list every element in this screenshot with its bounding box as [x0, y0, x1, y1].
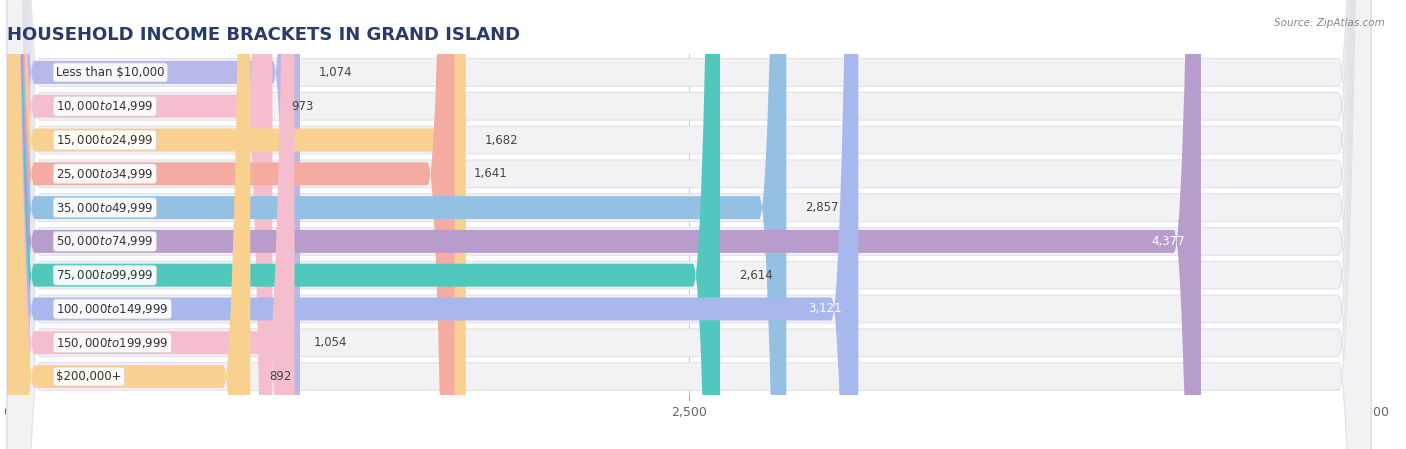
Text: $15,000 to $24,999: $15,000 to $24,999 [56, 133, 153, 147]
FancyBboxPatch shape [7, 0, 1371, 449]
Text: 1,074: 1,074 [319, 66, 353, 79]
FancyBboxPatch shape [7, 0, 250, 449]
Text: 1,641: 1,641 [474, 167, 508, 180]
FancyBboxPatch shape [7, 0, 1371, 449]
Text: $150,000 to $199,999: $150,000 to $199,999 [56, 336, 169, 350]
Text: 2,857: 2,857 [806, 201, 839, 214]
Text: $50,000 to $74,999: $50,000 to $74,999 [56, 234, 153, 248]
FancyBboxPatch shape [7, 0, 1371, 449]
FancyBboxPatch shape [7, 0, 299, 449]
FancyBboxPatch shape [7, 0, 1371, 449]
FancyBboxPatch shape [7, 0, 465, 449]
FancyBboxPatch shape [7, 0, 1371, 449]
FancyBboxPatch shape [7, 0, 1371, 449]
Text: Source: ZipAtlas.com: Source: ZipAtlas.com [1274, 18, 1385, 28]
FancyBboxPatch shape [7, 0, 1371, 449]
FancyBboxPatch shape [7, 0, 1371, 449]
FancyBboxPatch shape [7, 0, 294, 449]
FancyBboxPatch shape [7, 0, 858, 449]
Text: 2,614: 2,614 [740, 269, 773, 282]
Text: 3,121: 3,121 [808, 303, 842, 316]
FancyBboxPatch shape [7, 0, 1371, 449]
Text: HOUSEHOLD INCOME BRACKETS IN GRAND ISLAND: HOUSEHOLD INCOME BRACKETS IN GRAND ISLAN… [7, 26, 520, 44]
Text: 892: 892 [270, 370, 292, 383]
FancyBboxPatch shape [7, 0, 786, 449]
FancyBboxPatch shape [7, 0, 1371, 449]
Text: $25,000 to $34,999: $25,000 to $34,999 [56, 167, 153, 181]
FancyBboxPatch shape [7, 0, 720, 449]
Text: 973: 973 [291, 100, 314, 113]
Text: 1,682: 1,682 [485, 133, 519, 146]
Text: 4,377: 4,377 [1152, 235, 1184, 248]
Text: $10,000 to $14,999: $10,000 to $14,999 [56, 99, 153, 113]
Text: $35,000 to $49,999: $35,000 to $49,999 [56, 201, 153, 215]
Text: 1,054: 1,054 [314, 336, 347, 349]
Text: $200,000+: $200,000+ [56, 370, 122, 383]
FancyBboxPatch shape [7, 0, 454, 449]
Text: Less than $10,000: Less than $10,000 [56, 66, 165, 79]
Text: $100,000 to $149,999: $100,000 to $149,999 [56, 302, 169, 316]
FancyBboxPatch shape [7, 0, 1201, 449]
FancyBboxPatch shape [7, 0, 273, 449]
Text: $75,000 to $99,999: $75,000 to $99,999 [56, 268, 153, 282]
